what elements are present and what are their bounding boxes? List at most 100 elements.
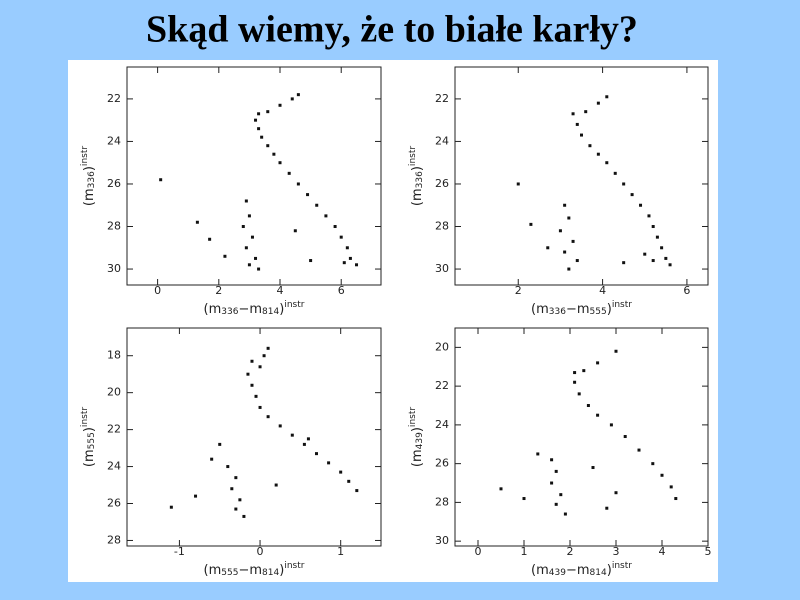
axis-label: (m555−m814)instr [204, 561, 305, 577]
axis-label-part: (m [531, 302, 549, 317]
data-point [575, 122, 579, 126]
data-point [637, 448, 641, 452]
data-point [622, 261, 626, 265]
x-tick-label: 4 [599, 284, 606, 297]
data-point [258, 365, 262, 369]
data-point [575, 259, 579, 263]
axis-label-part: instr [612, 561, 632, 571]
data-point [355, 263, 359, 267]
data-point [664, 256, 668, 260]
axis-label-part: (m [82, 449, 97, 467]
axis-label-part: 555 [590, 307, 607, 317]
axis-label-part: −m [238, 563, 262, 578]
axis-label-part: 555 [221, 568, 238, 578]
data-point [577, 392, 581, 396]
data-point [550, 481, 554, 485]
data-point [674, 497, 678, 501]
data-point [609, 423, 613, 427]
data-point [324, 214, 328, 218]
data-point [246, 372, 250, 376]
data-point [660, 246, 664, 250]
y-tick-label: 18 [107, 349, 121, 362]
y-tick-label: 22 [435, 92, 449, 105]
data-point [586, 404, 590, 408]
x-tick-label: 6 [683, 284, 690, 297]
data-point [262, 354, 266, 358]
axis-label: (m555)instr [80, 407, 96, 467]
data-point [339, 235, 343, 239]
data-point [622, 182, 626, 186]
data-point [306, 193, 310, 197]
data-point [244, 246, 248, 250]
axis-label-part: ) [82, 427, 97, 432]
data-point [230, 487, 234, 491]
axis-label-part: −m [566, 563, 590, 578]
data-point [573, 380, 577, 384]
data-point [345, 246, 349, 250]
data-point [573, 371, 577, 375]
data-point [244, 199, 248, 203]
data-point [651, 225, 655, 229]
data-point [250, 235, 254, 239]
data-point [290, 433, 294, 437]
axis-label-part: 336 [549, 307, 566, 317]
data-point [580, 133, 583, 137]
data-point [302, 442, 306, 446]
data-point [278, 424, 282, 428]
data-point [563, 512, 567, 516]
data-point [554, 469, 558, 473]
y-tick-label: 24 [107, 460, 121, 473]
y-tick-label: 22 [107, 423, 121, 436]
data-point [223, 254, 227, 258]
axis-label-part: (m [410, 449, 425, 467]
axis-label-part: instr [408, 146, 418, 166]
data-point [554, 502, 558, 506]
x-tick-label: 5 [705, 545, 712, 558]
data-point [218, 442, 222, 446]
data-point [290, 97, 294, 101]
axis-label-part: (m [410, 188, 425, 206]
data-point [169, 505, 173, 509]
axis-label-part: 336 [415, 171, 425, 188]
data-point [333, 225, 337, 229]
y-tick-label: 30 [107, 262, 121, 275]
data-point [342, 261, 346, 265]
y-tick-label: 30 [435, 534, 449, 547]
data-point [355, 489, 359, 493]
data-point [588, 144, 592, 148]
data-point [647, 214, 651, 218]
data-point [296, 182, 300, 186]
data-point [274, 483, 278, 487]
axis-label: (m336−m555)instr [531, 300, 632, 316]
data-point [208, 237, 212, 241]
axis-label-part: ) [410, 427, 425, 432]
data-point [591, 466, 595, 470]
y-tick-label: 26 [107, 177, 121, 190]
x-tick-label: 0 [257, 545, 264, 558]
data-point [258, 405, 262, 409]
data-point [250, 383, 254, 387]
y-tick-label: 24 [435, 418, 449, 431]
y-tick-label: 20 [435, 340, 449, 353]
data-point [247, 263, 251, 267]
data-point [660, 473, 664, 477]
data-point [234, 507, 238, 511]
data-point [272, 152, 276, 156]
axis-label-part: −m [238, 302, 262, 317]
data-point [669, 485, 673, 489]
data-point [348, 256, 352, 260]
data-point [257, 127, 261, 131]
axis-label-part: instr [80, 146, 90, 166]
y-tick-label: 20 [107, 386, 121, 399]
data-point [266, 415, 270, 419]
plot-frame [454, 66, 709, 286]
axis-label-part: 439 [549, 568, 566, 578]
x-tick-label: 0 [154, 284, 161, 297]
data-point [567, 216, 571, 220]
data-point [563, 250, 567, 254]
data-point [596, 413, 600, 417]
axis-label-part: ) [607, 563, 612, 578]
data-point [254, 118, 258, 122]
